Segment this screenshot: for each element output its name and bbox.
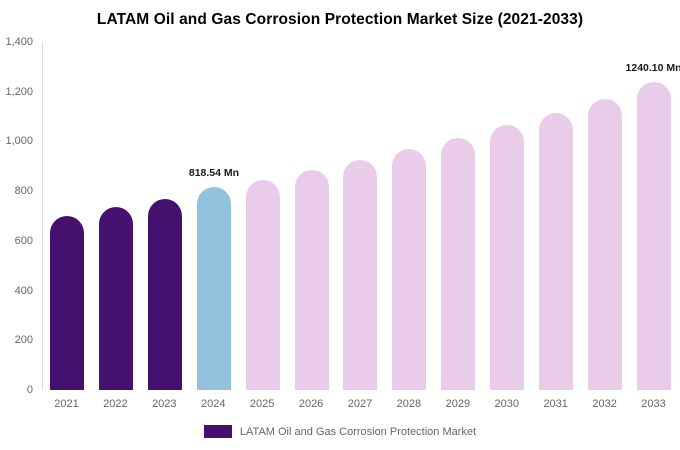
x-axis: 2021 2022 2023 2024 2025 2026 2027 2028 2029 2030… xyxy=(42,392,678,410)
legend: LATAM Oil and Gas Corrosion Protection M… xyxy=(0,425,680,438)
y-tick-label: 1,400 xyxy=(5,36,33,48)
bar-slot xyxy=(92,42,141,390)
bar-2029 xyxy=(441,137,476,390)
bar-slot xyxy=(434,42,483,390)
x-tick-label: 2026 xyxy=(298,398,324,410)
bar-2031 xyxy=(538,112,573,390)
bar-2028 xyxy=(392,148,427,390)
bar-slot xyxy=(336,42,385,390)
x-tick-label: 2025 xyxy=(249,398,275,410)
x-tick-label: 2022 xyxy=(103,398,128,410)
bar-2023 xyxy=(148,198,183,390)
bar-2026 xyxy=(294,170,329,390)
bar-slot xyxy=(531,42,580,390)
x-tick-label: 2027 xyxy=(347,398,373,410)
x-tick-label: 2029 xyxy=(445,398,471,410)
data-label: 818.54 Mn xyxy=(188,166,240,179)
y-tick-label: 1,200 xyxy=(5,85,33,98)
y-tick-label: 400 xyxy=(14,284,33,297)
x-tick-label: 2033 xyxy=(641,398,666,410)
bar-2022 xyxy=(99,207,134,390)
bar-slot xyxy=(385,42,434,390)
bar-2030 xyxy=(490,125,525,390)
x-tick-label: 2023 xyxy=(152,398,177,410)
x-tick-label: 2030 xyxy=(494,398,519,410)
y-axis: 0 200 400 600 800 1,000 1,200 1,400 xyxy=(0,36,38,396)
bar-slot xyxy=(287,42,336,390)
bar-slot xyxy=(43,42,92,390)
bar-2032 xyxy=(587,99,622,390)
bar-2033 xyxy=(636,81,671,390)
plot-area: 818.54 Mn 1240.10 Mn xyxy=(42,42,680,390)
data-label: 1240.10 Mn xyxy=(625,61,680,74)
bar-slot: 1240.10 Mn xyxy=(625,42,680,390)
bar-slot: 818.54 Mn xyxy=(188,42,240,390)
bar-slot xyxy=(141,42,190,390)
y-tick-label: 1,000 xyxy=(5,135,33,148)
bar-slot xyxy=(238,42,287,390)
x-tick-label: 2032 xyxy=(592,398,617,410)
y-tick-label: 600 xyxy=(14,234,33,247)
bar-2024 xyxy=(196,186,231,390)
y-tick-label: 0 xyxy=(26,384,33,396)
y-tick-label: 200 xyxy=(14,334,33,347)
legend-label: LATAM Oil and Gas Corrosion Protection M… xyxy=(239,425,477,438)
bar-2025 xyxy=(245,180,280,390)
bar-2027 xyxy=(343,160,378,390)
x-tick-label: 2028 xyxy=(396,398,422,410)
x-tick-label: 2031 xyxy=(543,398,568,410)
bar-2021 xyxy=(50,216,85,390)
x-tick-label: 2024 xyxy=(200,398,226,410)
x-tick-label: 2021 xyxy=(54,398,79,410)
y-tick-label: 800 xyxy=(14,185,33,198)
bar-slot xyxy=(483,42,532,390)
bar-slot xyxy=(580,42,629,390)
legend-swatch xyxy=(203,425,232,438)
chart-title: LATAM Oil and Gas Corrosion Protection M… xyxy=(96,11,584,28)
